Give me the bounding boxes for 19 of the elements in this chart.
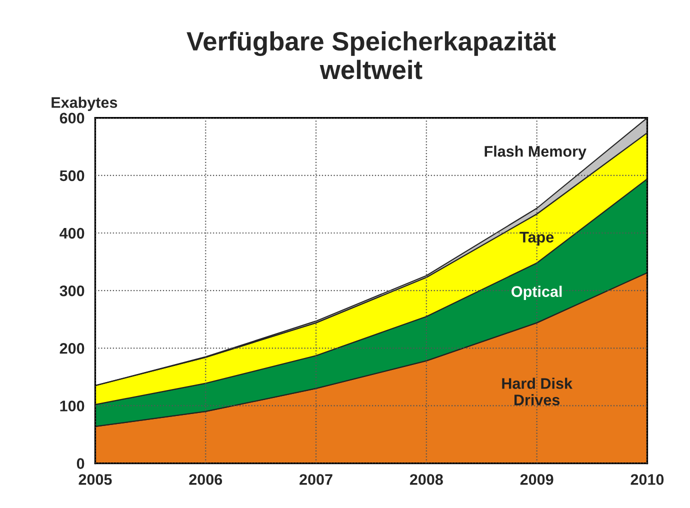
y-tick-label: 0 — [76, 458, 84, 469]
y-axis-title: Exabytes — [52, 96, 118, 111]
series-label: Tape — [520, 232, 554, 246]
chart-title: Verfügbare Speicherkapazität weltweit — [186, 31, 556, 80]
y-tick-label: 100 — [60, 400, 84, 412]
series-label: Optical — [512, 286, 562, 300]
y-tick-label: 200 — [60, 343, 84, 354]
x-tick-label: 2010 — [630, 474, 664, 485]
x-tick-label: 2007 — [300, 474, 332, 485]
y-tick-label: 500 — [60, 170, 84, 182]
series-label: Hard Disk Drives — [502, 378, 572, 406]
series-label: Flash Memory — [484, 146, 586, 160]
y-tick-label: 600 — [60, 112, 84, 124]
x-tick-label: 2008 — [410, 474, 443, 485]
x-tick-label: 2005 — [78, 474, 112, 485]
y-tick-label: 300 — [60, 285, 84, 296]
x-tick-label: 2009 — [520, 474, 554, 485]
y-tick-label: 400 — [60, 228, 84, 239]
x-tick-label: 2006 — [189, 474, 222, 485]
